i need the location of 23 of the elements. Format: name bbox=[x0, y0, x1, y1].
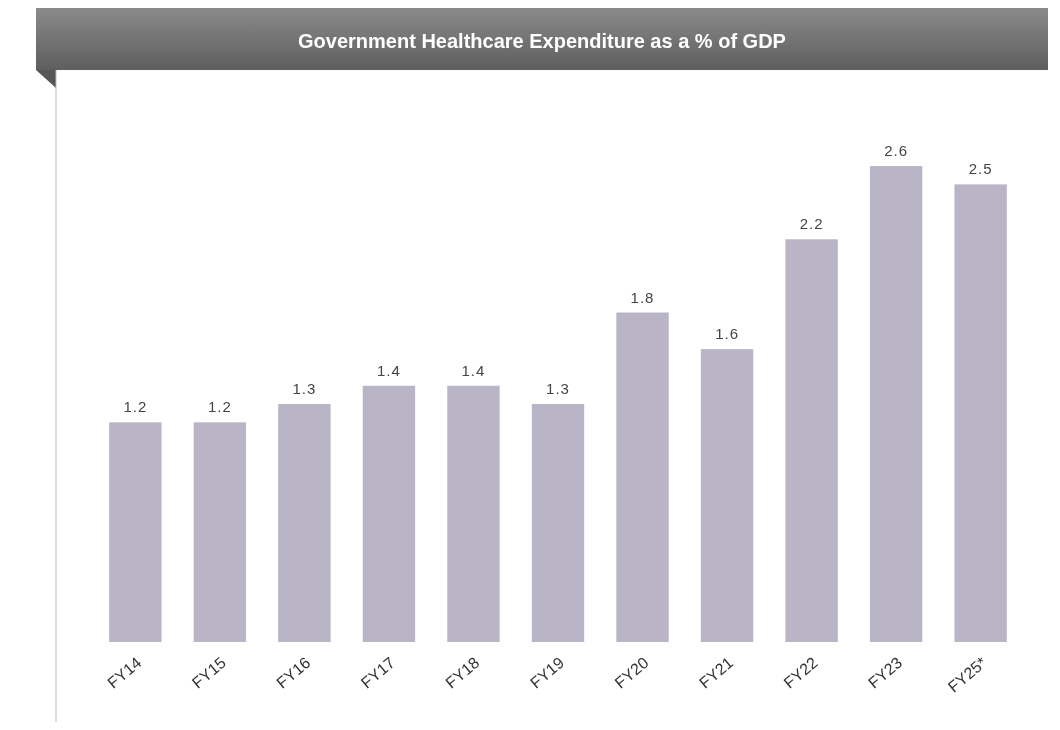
bar bbox=[785, 239, 838, 642]
bar bbox=[278, 404, 331, 642]
data-label: 1.6 bbox=[715, 325, 739, 343]
data-label: 1.4 bbox=[461, 361, 486, 379]
bar bbox=[109, 422, 162, 642]
bar bbox=[531, 404, 585, 642]
data-label: 1.3 bbox=[546, 380, 570, 398]
bar bbox=[193, 422, 247, 642]
data-label: 1.3 bbox=[292, 380, 317, 398]
data-label: 1.2 bbox=[207, 398, 232, 416]
data-label: 1.2 bbox=[123, 398, 148, 416]
data-label: 1.8 bbox=[630, 288, 655, 306]
data-label: 1.4 bbox=[377, 361, 401, 379]
bar bbox=[447, 385, 500, 642]
data-label: 2.6 bbox=[884, 142, 909, 160]
data-label: 2.2 bbox=[799, 215, 824, 233]
bar bbox=[362, 385, 416, 642]
bar bbox=[954, 184, 1007, 642]
bar bbox=[700, 349, 754, 642]
bar bbox=[869, 166, 923, 642]
bar bbox=[616, 312, 669, 642]
data-label: 2.5 bbox=[968, 160, 993, 178]
chart-title: Government Healthcare Expenditure as a % of GDP bbox=[298, 30, 786, 52]
